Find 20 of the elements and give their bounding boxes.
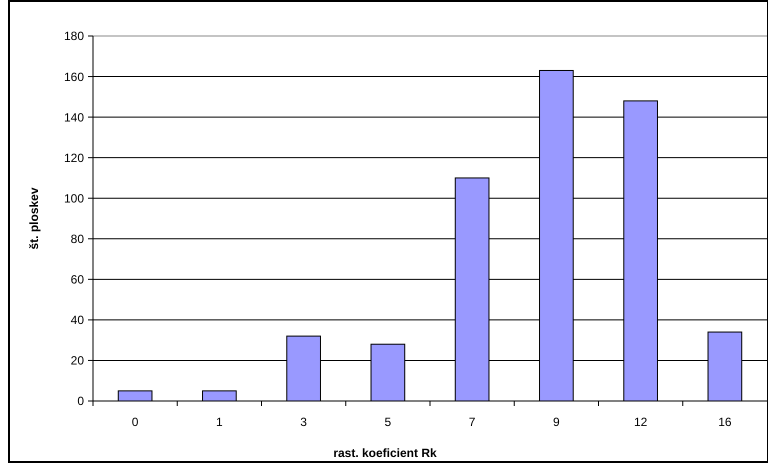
x-tick-label: 1 bbox=[216, 415, 224, 429]
y-tick-label: 160 bbox=[64, 70, 84, 84]
x-tick-label: 7 bbox=[468, 415, 476, 429]
x-axis-title: rast. koeficient Rk bbox=[333, 446, 438, 460]
y-tick-label: 100 bbox=[64, 191, 84, 206]
y-tick-label: 60 bbox=[70, 272, 84, 287]
y-tick-label: 0 bbox=[77, 394, 84, 408]
x-tick-label: 16 bbox=[718, 415, 732, 429]
x-tick-label: 9 bbox=[553, 415, 560, 429]
y-tick-label: 20 bbox=[70, 354, 84, 368]
y-tick-label: 140 bbox=[64, 110, 84, 124]
x-tick-label: 0 bbox=[132, 415, 139, 429]
x-tick-label: 3 bbox=[300, 415, 308, 429]
y-tick-label: 40 bbox=[70, 313, 84, 328]
y-tick-label: 80 bbox=[70, 232, 84, 246]
x-tick-label: 12 bbox=[634, 415, 648, 429]
y-tick-label: 120 bbox=[64, 150, 84, 165]
y-axis-title: št. ploskev bbox=[27, 187, 41, 250]
x-tick-label: 5 bbox=[384, 415, 392, 429]
y-tick-label: 180 bbox=[64, 29, 84, 44]
